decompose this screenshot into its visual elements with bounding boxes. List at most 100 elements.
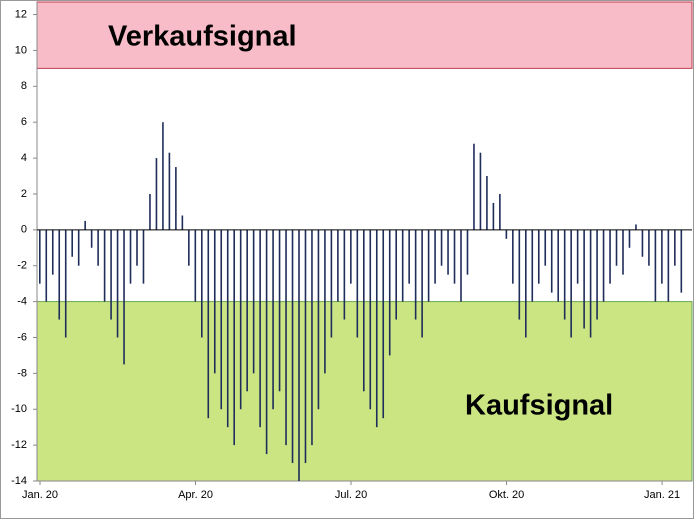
- bar: [473, 143, 475, 230]
- x-tick-label: Apr. 20: [178, 489, 213, 501]
- bar: [226, 229, 229, 428]
- bar: [414, 229, 417, 320]
- x-tick-label: Jan. 20: [22, 489, 58, 501]
- bar: [136, 229, 138, 266]
- y-tick-label: -2: [17, 260, 27, 272]
- bar: [123, 229, 125, 365]
- bar: [129, 229, 132, 284]
- bar: [635, 224, 637, 230]
- bar: [369, 229, 372, 410]
- bar: [466, 229, 469, 275]
- bar: [537, 229, 540, 284]
- y-tick-label: 8: [21, 80, 27, 92]
- bar: [667, 229, 670, 302]
- bar: [330, 229, 333, 338]
- bar: [388, 229, 391, 356]
- bar: [298, 229, 300, 481]
- zone-label: Verkaufsignal: [108, 21, 297, 53]
- bar: [272, 229, 274, 410]
- bar: [356, 229, 359, 338]
- bar: [440, 229, 443, 266]
- bar: [518, 229, 521, 320]
- bar: [84, 220, 86, 230]
- bar: [51, 229, 54, 275]
- bar: [544, 229, 547, 266]
- bar: [213, 229, 216, 374]
- bar: [479, 152, 482, 230]
- bar: [259, 229, 261, 428]
- bar: [246, 229, 248, 392]
- bar: [434, 229, 436, 284]
- signal-zone: [36, 1, 693, 69]
- bar: [641, 229, 644, 257]
- bar: [648, 229, 650, 266]
- bar: [375, 229, 378, 428]
- bar: [343, 229, 346, 320]
- bar: [408, 229, 410, 284]
- x-tick-label: Jan. 21: [644, 489, 680, 501]
- bar: [453, 229, 456, 284]
- y-tick-label: -8: [17, 367, 27, 379]
- bar: [589, 229, 592, 338]
- y-tick-label: -6: [17, 331, 27, 343]
- bar: [265, 229, 268, 455]
- bar: [401, 229, 404, 302]
- bar: [550, 229, 553, 293]
- bar: [486, 176, 488, 230]
- bar: [188, 229, 190, 266]
- bar: [622, 229, 624, 275]
- bar: [525, 229, 527, 338]
- y-tick-label: -12: [11, 439, 27, 451]
- bar: [324, 229, 326, 374]
- x-tick-label: Jul. 20: [335, 489, 367, 501]
- bar: [492, 202, 495, 230]
- bar: [427, 229, 430, 302]
- bar: [194, 229, 197, 302]
- y-tick-label: 0: [21, 224, 27, 236]
- bar: [654, 229, 657, 302]
- bar: [162, 122, 164, 230]
- bar: [570, 229, 572, 338]
- bar: [661, 229, 663, 284]
- y-tick-label: -4: [17, 296, 27, 308]
- bar: [363, 229, 365, 392]
- zone-label: Kaufsignal: [465, 390, 613, 422]
- bar: [103, 229, 106, 302]
- bar: [45, 229, 48, 302]
- bar: [350, 229, 352, 284]
- bar: [233, 229, 235, 446]
- bar: [557, 229, 559, 302]
- bar: [116, 229, 119, 338]
- y-tick-label: -10: [11, 403, 27, 415]
- bar: [628, 229, 631, 248]
- bar: [512, 229, 514, 284]
- bar: [97, 229, 99, 266]
- bar: [337, 229, 339, 302]
- bar: [602, 229, 605, 302]
- bar: [395, 229, 397, 320]
- bar: [421, 229, 423, 338]
- bar: [207, 229, 210, 419]
- bar: [71, 229, 73, 257]
- y-tick-label: 6: [21, 116, 27, 128]
- bar: [576, 229, 579, 284]
- bar: [278, 229, 281, 392]
- bar: [674, 229, 676, 266]
- bar: [201, 229, 203, 338]
- bar: [563, 229, 566, 320]
- bar: [285, 229, 287, 446]
- bar: [304, 229, 307, 464]
- y-tick-label: -14: [11, 475, 27, 487]
- bar: [110, 229, 112, 320]
- bar: [149, 193, 151, 230]
- bar: [680, 229, 683, 293]
- bar: [155, 158, 158, 230]
- bar: [64, 229, 67, 338]
- bar: [583, 229, 585, 329]
- bar: [252, 229, 255, 374]
- bar: [291, 229, 294, 464]
- bar: [90, 229, 93, 248]
- bar: [499, 193, 501, 230]
- bar: [596, 229, 598, 320]
